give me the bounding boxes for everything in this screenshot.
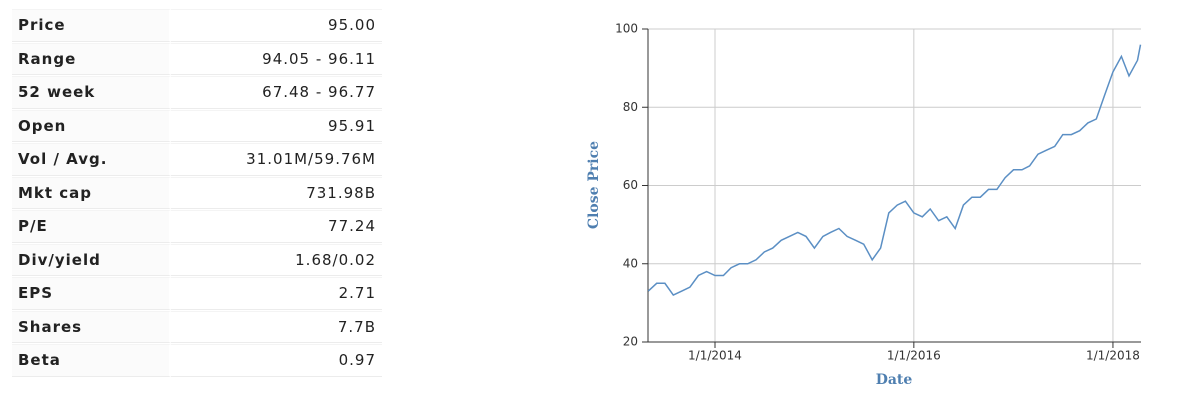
table-row: Mkt cap 731.98B bbox=[12, 176, 382, 209]
value-cell: 0.97 bbox=[171, 344, 382, 377]
label-cell: Beta bbox=[12, 344, 171, 377]
table-row: Range 94.05 - 96.11 bbox=[12, 42, 382, 75]
label-cell: Shares bbox=[12, 310, 171, 343]
value-cell: 77.24 bbox=[171, 210, 382, 243]
x-tick-label: 1/1/2014 bbox=[688, 349, 742, 363]
table-row: Open 95.91 bbox=[12, 109, 382, 142]
value-cell: 731.98B bbox=[171, 176, 382, 209]
value-cell: 95.00 bbox=[171, 9, 382, 42]
table-row: 52 week 67.48 - 96.77 bbox=[12, 76, 382, 109]
value-cell: 1.68/0.02 bbox=[171, 243, 382, 276]
table-row: EPS 2.71 bbox=[12, 277, 382, 310]
y-tick-label: 60 bbox=[623, 178, 638, 192]
table-row: Div/yield 1.68/0.02 bbox=[12, 243, 382, 276]
table-row: P/E 77.24 bbox=[12, 210, 382, 243]
x-tick-label: 1/1/2016 bbox=[887, 349, 941, 363]
label-cell: P/E bbox=[12, 210, 171, 243]
y-tick-label: 20 bbox=[623, 335, 638, 349]
value-cell: 94.05 - 96.11 bbox=[171, 42, 382, 75]
value-cell: 95.91 bbox=[171, 109, 382, 142]
y-tick-label: 100 bbox=[615, 22, 638, 36]
value-cell: 2.71 bbox=[171, 277, 382, 310]
label-cell: Div/yield bbox=[12, 243, 171, 276]
label-cell: Range bbox=[12, 42, 171, 75]
label-cell: Mkt cap bbox=[12, 176, 171, 209]
y-tick-label: 40 bbox=[623, 256, 638, 270]
table-row: Shares 7.7B bbox=[12, 310, 382, 343]
label-cell: Price bbox=[12, 9, 171, 42]
label-cell: Vol / Avg. bbox=[12, 143, 171, 176]
table-row: Price 95.00 bbox=[12, 9, 382, 42]
quote-table: Price 95.00 Range 94.05 - 96.11 52 week 67.48… bbox=[12, 8, 382, 378]
table-row: Beta 0.97 bbox=[12, 344, 382, 377]
y-tick-label: 80 bbox=[623, 100, 638, 114]
table-row: Vol / Avg. 31.01M/59.76M bbox=[12, 143, 382, 176]
y-axis-title: Close Price bbox=[586, 141, 602, 229]
label-cell: 52 week bbox=[12, 76, 171, 109]
x-tick-label: 1/1/2018 bbox=[1086, 349, 1140, 363]
value-cell: 67.48 - 96.77 bbox=[171, 76, 382, 109]
x-axis-title: Date bbox=[876, 372, 913, 388]
label-cell: Open bbox=[12, 109, 171, 142]
value-cell: 31.01M/59.76M bbox=[171, 143, 382, 176]
label-cell: EPS bbox=[12, 277, 171, 310]
value-cell: 7.7B bbox=[171, 310, 382, 343]
price-line bbox=[647, 44, 1142, 297]
